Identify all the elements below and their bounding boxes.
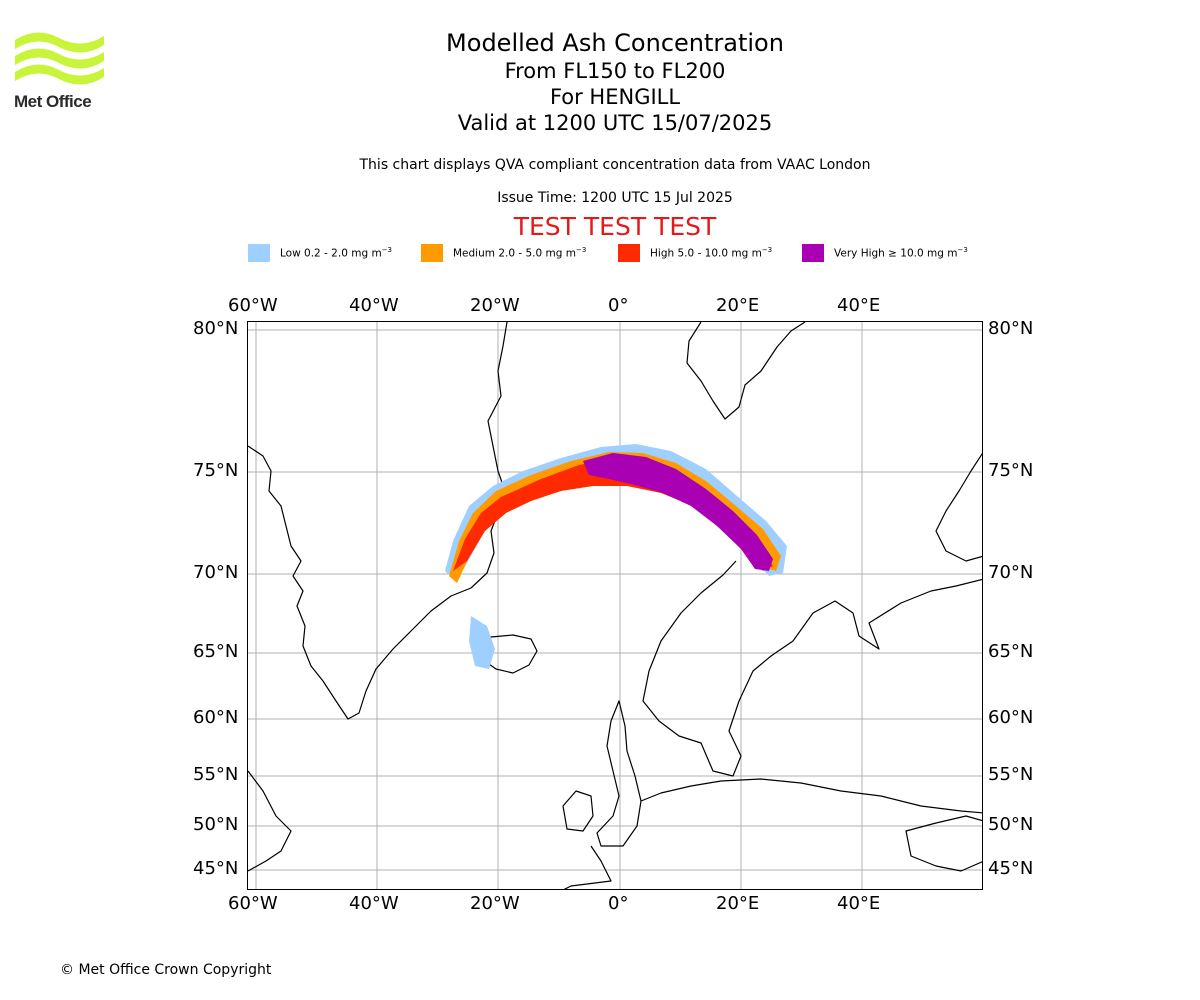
graticule — [248, 322, 982, 889]
legend-label-high: High 5.0 - 10.0 mg m−3 — [650, 246, 773, 260]
lat-label-right-75n: 75°N — [988, 460, 1034, 481]
lat-label-right-45n: 45°N — [988, 858, 1034, 879]
lon-label-bottom-40e: 40°E — [837, 893, 881, 914]
lat-label-left-70n: 70°N — [193, 562, 239, 583]
coastlines — [248, 322, 982, 889]
legend-swatch-high — [618, 244, 640, 262]
novaya-zemlya-coast — [935, 452, 982, 562]
volcano-name: For HENGILL — [549, 85, 681, 109]
chart-title-block: Modelled Ash Concentration From FL150 to… — [0, 28, 1200, 136]
logo-wave-1 — [15, 32, 104, 53]
lon-label-bottom-20w: 20°W — [470, 893, 520, 914]
lat-label-right-50n: 50°N — [988, 814, 1034, 835]
logo-wave-2 — [15, 48, 104, 69]
test-banner: TEST TEST TEST — [513, 212, 717, 241]
chart-description: This chart displays QVA compliant concen… — [359, 157, 871, 173]
lon-label-bottom-40w: 40°W — [349, 893, 399, 914]
lon-label-bottom-0: 0° — [608, 893, 629, 914]
lon-label-top-60w: 60°W — [228, 295, 278, 316]
lat-label-left-55n: 55°N — [193, 764, 239, 785]
greenland-coast — [248, 322, 508, 720]
lon-label-top-40e: 40°E — [837, 295, 881, 316]
legend-swatch-low — [248, 244, 270, 262]
lat-label-left-60n: 60°N — [193, 707, 239, 728]
lat-label-right-55n: 55°N — [988, 764, 1034, 785]
great-britain-coast — [596, 700, 642, 847]
lat-label-left-75n: 75°N — [193, 460, 239, 481]
lon-label-top-0: 0° — [608, 295, 629, 316]
lon-label-top-20e: 20°E — [716, 295, 760, 316]
logo-wave-3 — [15, 64, 104, 85]
copyright: © Met Office Crown Copyright — [60, 962, 272, 978]
ash-plume — [445, 444, 787, 669]
legend-swatch-medium — [421, 244, 443, 262]
north-europe-coast — [640, 778, 982, 814]
legend-swatch-very-high — [802, 244, 824, 262]
map-canvas — [248, 322, 982, 889]
scandinavia-coast — [642, 560, 982, 777]
lat-label-right-70n: 70°N — [988, 562, 1034, 583]
legend-label-low: Low 0.2 - 2.0 mg m−3 — [280, 246, 393, 260]
met-office-logo-icon — [15, 32, 104, 85]
issue-time: Issue Time: 1200 UTC 15 Jul 2025 — [497, 190, 733, 206]
lon-label-bottom-20e: 20°E — [716, 893, 760, 914]
lat-label-left-45n: 45°N — [193, 858, 239, 879]
legend-label-medium: Medium 2.0 - 5.0 mg m−3 — [453, 246, 587, 260]
lat-label-right-65n: 65°N — [988, 641, 1034, 662]
ireland-coast — [562, 790, 594, 832]
plume-very-high — [583, 453, 773, 571]
valid-time: Valid at 1200 UTC 15/07/2025 — [457, 111, 773, 135]
caspian-region-coast — [905, 815, 982, 872]
lat-label-left-65n: 65°N — [193, 641, 239, 662]
lon-label-bottom-60w: 60°W — [228, 893, 278, 914]
plume-source-low — [469, 616, 495, 669]
labrador-coast — [248, 770, 292, 872]
svalbard-coast — [686, 322, 806, 420]
map-frame[interactable] — [247, 321, 983, 890]
lat-label-right-60n: 60°N — [988, 707, 1034, 728]
lat-label-left-50n: 50°N — [193, 814, 239, 835]
chart-title: Modelled Ash Concentration — [446, 29, 784, 57]
lon-label-top-40w: 40°W — [349, 295, 399, 316]
lat-label-right-80n: 80°N — [988, 318, 1034, 339]
logo-text: Met Office — [14, 92, 92, 111]
flight-levels: From FL150 to FL200 — [504, 59, 726, 83]
france-coast — [563, 845, 612, 889]
lon-label-top-20w: 20°W — [470, 295, 520, 316]
legend-label-very-high: Very High ≥ 10.0 mg m−3 — [834, 246, 968, 260]
lat-label-left-80n: 80°N — [193, 318, 239, 339]
